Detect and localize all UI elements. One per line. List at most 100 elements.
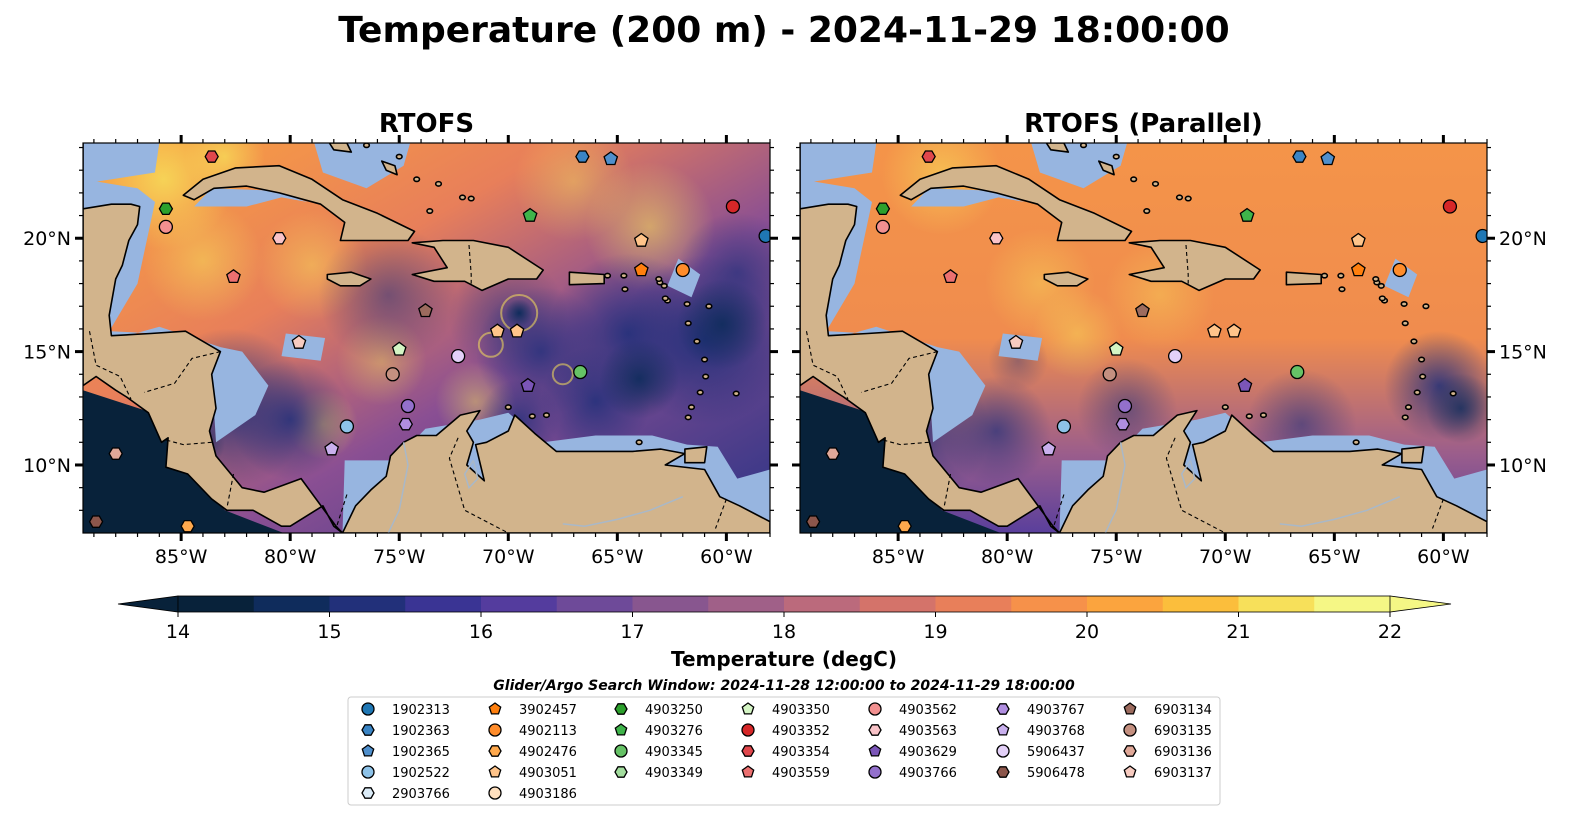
colorbar: 14 15 16 17 18 19 20 21 22 Temperature (degC) [117,595,1452,671]
legend-item-1902365: 1902365 [361,744,450,760]
platform-marker-4903345 [573,364,588,380]
small-island [1175,194,1184,201]
small-island [1259,412,1268,419]
shallow-shelf [83,143,160,184]
legend-item-label: 4903350 [772,703,830,718]
border-line [448,437,509,533]
legend-item-label: 4903276 [645,724,703,739]
legend-item-4903350: 4903350 [741,702,830,718]
small-island [1245,413,1253,420]
platform-marker-1902365 [1320,151,1336,166]
panel-title: RTOFS [379,109,474,139]
platform-marker-4903768 [1041,441,1057,456]
legend-item-label: 6903134 [1154,703,1212,718]
small-island [705,303,713,310]
colorbar-tick-label: 21 [1226,621,1250,643]
small-island [702,373,710,380]
temperature-anomaly [142,200,263,321]
colorbar-segment [405,596,482,612]
legend-item-4903186: 4903186 [488,786,577,802]
panel-title: RTOFS (Parallel) [1024,109,1263,139]
small-island [635,439,643,446]
small-island [683,300,691,307]
small-island [700,356,709,363]
platform-marker-1902313 [1475,228,1487,244]
landmass-pr [1285,271,1322,286]
platform-marker-5906437 [1167,348,1183,364]
map-panel-main: RTOFS 85°W 80°W 75°W 70°W 65°W 60°W 20°N 15°N 10°… [23,109,778,568]
platform-marker-4903563 [989,231,1004,245]
platform-marker-6903137 [1008,334,1024,349]
river [562,496,684,527]
small-island [458,194,467,201]
hexagon-marker-icon [361,787,375,799]
small-island [1410,338,1418,345]
river [463,459,479,490]
platform-marker-4903350 [1108,341,1124,356]
circle-marker-icon [361,765,375,779]
colorbar-segment [178,596,255,612]
small-island [528,413,536,420]
legend-item-6903137: 6903137 [1123,765,1212,781]
legend-item-4902476: 4902476 [488,745,577,760]
landmass-pr [568,271,606,286]
small-island [1419,373,1427,380]
shallow-shelf [1384,258,1418,298]
platform-marker-4903345 [1290,364,1305,380]
landmass-hisp [411,239,545,292]
colorbar-segment [481,596,558,612]
platform-marker-4903250 [158,202,174,216]
colorbar-segment [632,596,709,612]
small-island [1400,300,1408,307]
pentagon-marker-icon [1123,702,1137,715]
platform-marker-4903276 [522,207,538,222]
colorbar-segment [1087,596,1164,612]
landmass-yucatan [83,143,344,533]
small-island [693,338,701,345]
small-island [1079,143,1088,149]
border-line [88,331,132,400]
platform-marker-4903051 [1226,323,1242,338]
legend-item-label: 5906437 [1027,745,1085,760]
river [1104,442,1126,533]
small-island [1422,303,1430,310]
pentagon-marker-icon [741,702,755,715]
legend-item-1902363: 1902363 [361,724,450,739]
temperature-anomaly [318,224,459,365]
platform-marker-6903134 [1135,302,1150,318]
legend-item-1902313: 1902313 [361,702,450,718]
x-tick-label: 65°W [591,546,644,568]
circle-marker-icon [361,702,375,716]
legend: 1902313 1902363 1902365 1902522 2903766 39024… [347,696,1221,806]
legend-item-label: 4903352 [772,724,830,739]
landmass-bahamas1 [1045,143,1070,153]
platform-marker-1902363 [1292,150,1307,163]
small-island [395,153,403,160]
legend-item-2903766: 2903766 [361,787,450,802]
border-line [943,473,952,509]
figure-title: Temperature (200 m) - 2024-11-29 18:00:0… [338,10,1229,51]
small-island [1352,439,1360,446]
y-tick-label: 10°N [1499,455,1547,477]
legend-item-4903562: 4903562 [868,702,957,718]
legend-item-label: 4903051 [519,766,577,781]
pentagon-marker-icon [741,765,755,778]
legend-item-4903354: 4903354 [741,745,830,760]
platform-marker-1902363 [575,150,590,163]
landmass-bahamas2 [380,160,398,176]
y-tick-label: 15°N [23,342,71,364]
circle-marker-icon [614,744,628,758]
small-island [362,143,371,149]
small-island [620,272,628,279]
border-line [714,498,727,529]
legend-item-label: 2903766 [392,787,450,802]
colorbar-label: Temperature (degC) [671,647,897,671]
platform-marker-4903562 [158,219,174,235]
pentagon-marker-icon [488,702,502,715]
small-island [1130,176,1138,183]
platform-marker-1902522 [1056,419,1072,434]
circle-marker-icon [488,786,502,800]
shallow-shelf [314,143,411,189]
x-tick-label: 80°W [981,546,1034,568]
colorbar-tick-label: 18 [772,621,796,643]
